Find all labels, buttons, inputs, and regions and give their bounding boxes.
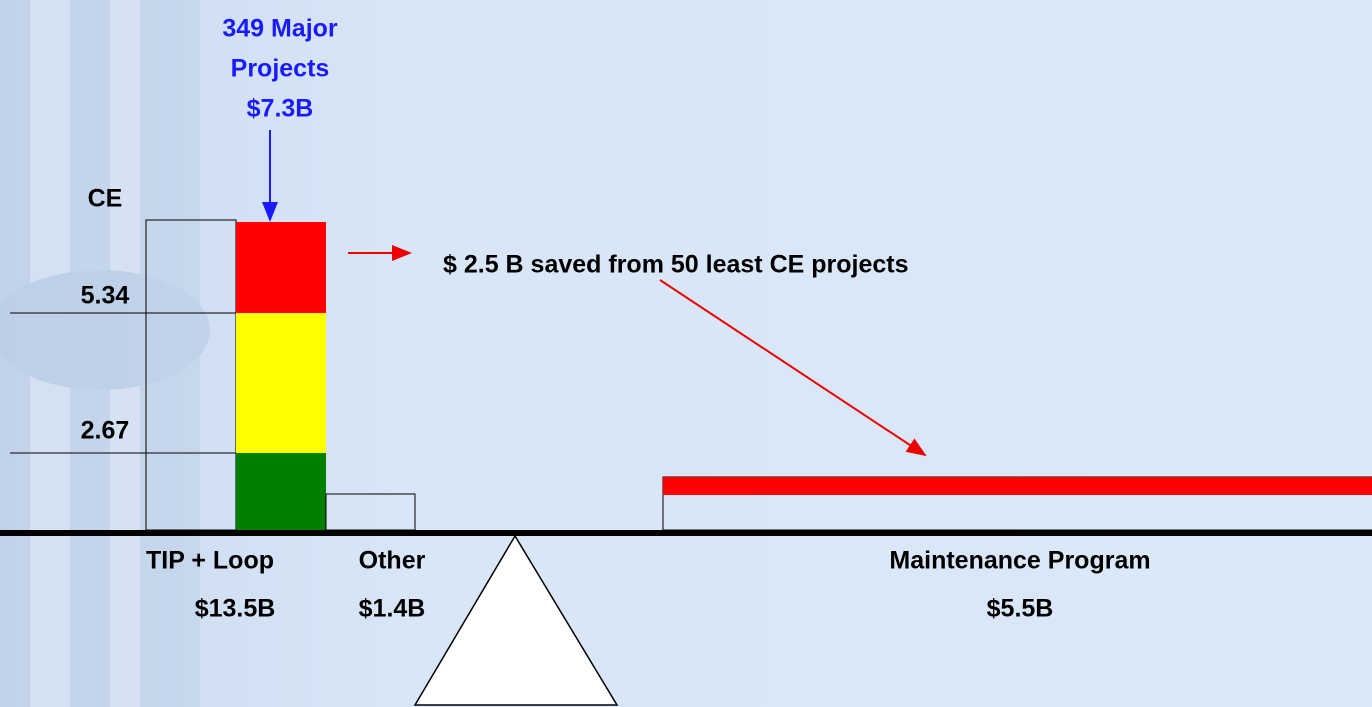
header-line: 349 Major (222, 15, 338, 43)
ce-title: CE (88, 185, 123, 213)
header-line: $7.3B (247, 95, 314, 123)
green-segment (236, 453, 326, 530)
column-decoration (0, 0, 210, 707)
group-name: Maintenance Program (889, 547, 1150, 575)
red-segment (236, 222, 326, 313)
group-amount: $5.5B (987, 595, 1054, 623)
header-line: Projects (231, 55, 330, 83)
group-name: Other (359, 547, 426, 575)
ce-level: 2.67 (81, 417, 130, 445)
ce-level: 5.34 (81, 282, 130, 310)
group-amount: $1.4B (359, 595, 426, 623)
savings-note: $ 2.5 B saved from 50 least CE projects (443, 251, 909, 279)
slide: 349 Major Projects $7.3B CE 5.34 2.67 $ … (0, 0, 1372, 707)
group-name: TIP + Loop (146, 547, 274, 575)
group-amount: $13.5B (195, 595, 276, 623)
yellow-segment (236, 313, 326, 453)
maintenance-added (663, 477, 1372, 495)
